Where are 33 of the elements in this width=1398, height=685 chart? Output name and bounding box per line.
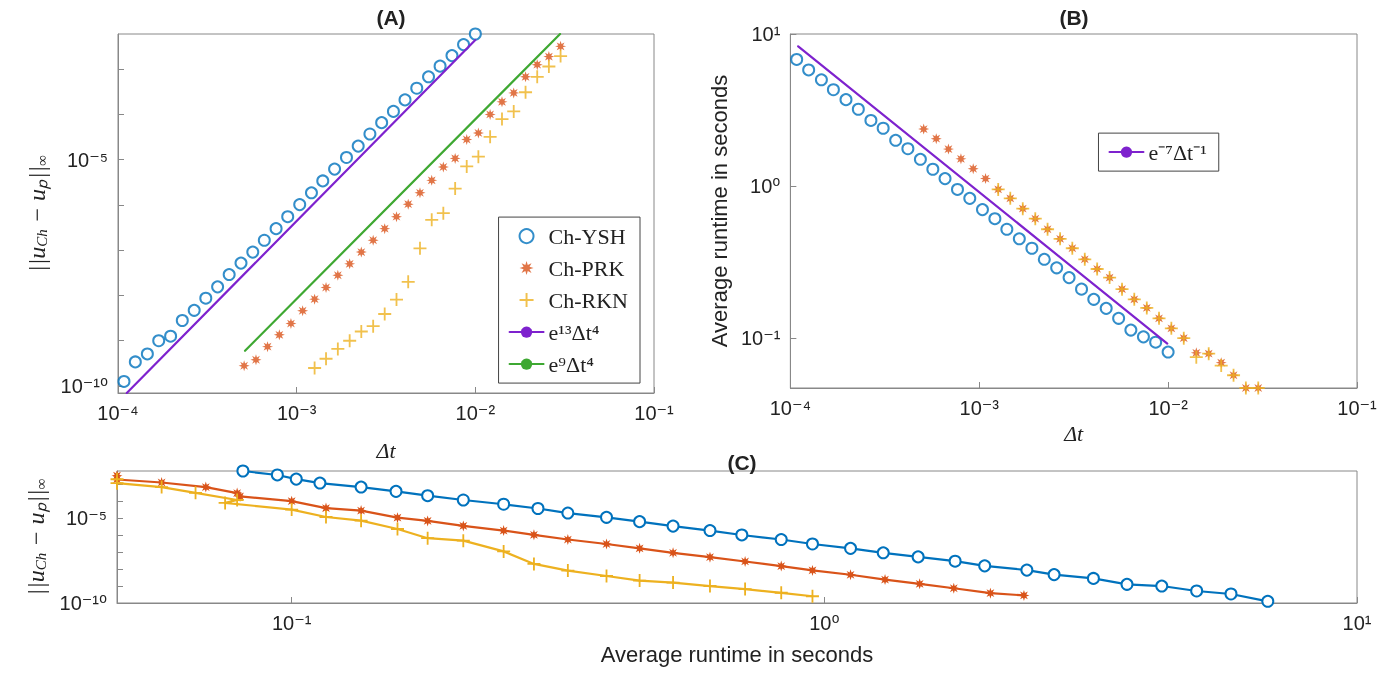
y-tick-label: 10⁰ (750, 175, 781, 198)
legend-label: e⁻⁷Δt⁻¹ (1148, 139, 1207, 165)
x-tick-label: 10⁻⁴ (97, 402, 139, 424)
chart-title: (A) (376, 6, 406, 29)
legend-label: e¹³Δt⁴ (548, 319, 600, 345)
y-axis-title: Average runtime in seconds (706, 74, 732, 348)
x-axis-title: Δt (1063, 421, 1085, 447)
x-tick-label: 10⁻⁴ (769, 397, 812, 419)
y-tick-label: 10¹ (751, 23, 781, 45)
y-axis-title: ||uCh − uₚ||∞ (23, 154, 51, 272)
chart-title: (C) (727, 451, 757, 474)
x-tick-label: 10⁻³ (276, 402, 317, 424)
y-axis-title: ||uCh − uₚ||∞ (22, 478, 50, 596)
x-tick-label: 10⁻² (1148, 397, 1189, 419)
x-tick-label: 10⁻¹ (1337, 397, 1378, 419)
y-tick-label: 10⁻⁵ (66, 148, 108, 171)
x-tick-label: 10⁻¹ (271, 612, 312, 634)
legend-label: Ch-YSH (548, 223, 626, 249)
legend-label: Ch-PRK (548, 255, 625, 281)
x-tick-label: 10¹ (1342, 612, 1372, 634)
x-axis-title: Average runtime in seconds (600, 641, 874, 667)
y-tick-label: 10⁻⁵ (65, 507, 107, 530)
x-tick-label: 10⁰ (809, 612, 840, 634)
legend-label: e⁹Δt⁴ (548, 351, 595, 377)
x-tick-label: 10⁻³ (959, 397, 1000, 419)
legend-label: Ch-RKN (548, 287, 629, 313)
chart-title: (B) (1059, 6, 1089, 29)
y-tick-label: 10⁻¹⁰ (59, 592, 107, 614)
x-tick-label: 10⁻² (455, 402, 496, 424)
x-tick-label: 10⁻¹ (634, 402, 675, 424)
y-tick-label: 10⁻¹ (740, 327, 781, 350)
y-tick-label: 10⁻¹⁰ (60, 374, 108, 397)
x-axis-title: Δt (375, 437, 397, 463)
